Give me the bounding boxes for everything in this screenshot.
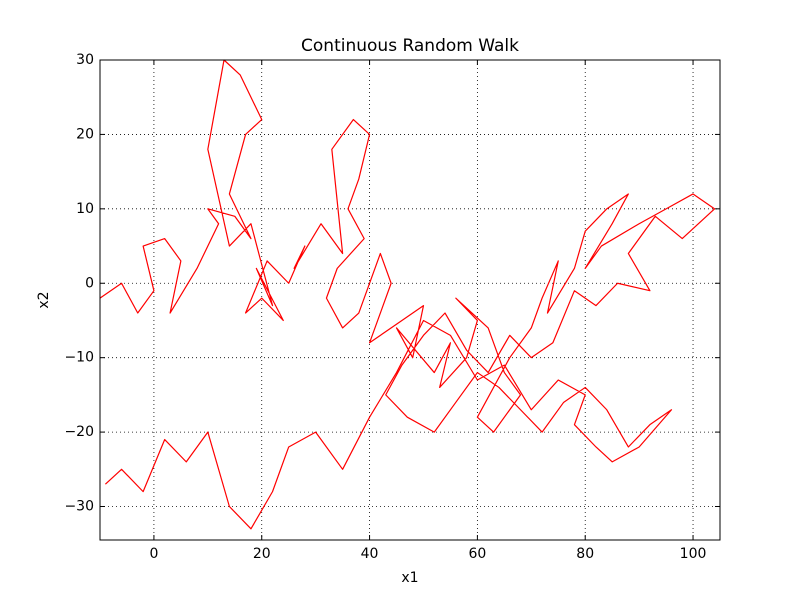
y-tick-label: 0 [85,275,94,291]
y-tick-label: −30 [64,499,94,515]
y-axis-label: x2 [36,291,52,308]
x-tick-label: 20 [253,546,271,562]
x-axis-label: x1 [401,570,418,586]
y-tick-label: 10 [76,201,94,217]
x-tick-label: 0 [149,546,158,562]
y-tick-label: −20 [64,424,94,440]
x-tick-label: 60 [468,546,486,562]
plot-frame [99,59,721,541]
y-tick-label: 30 [76,52,94,68]
chart-title: Continuous Random Walk [301,36,519,56]
walk-line [99,59,716,530]
y-tick-label: −10 [64,350,94,366]
x-tick-label: 100 [680,546,707,562]
x-tick-label: 80 [576,546,594,562]
y-tick-label: 20 [76,126,94,142]
x-tick-label: 40 [361,546,379,562]
